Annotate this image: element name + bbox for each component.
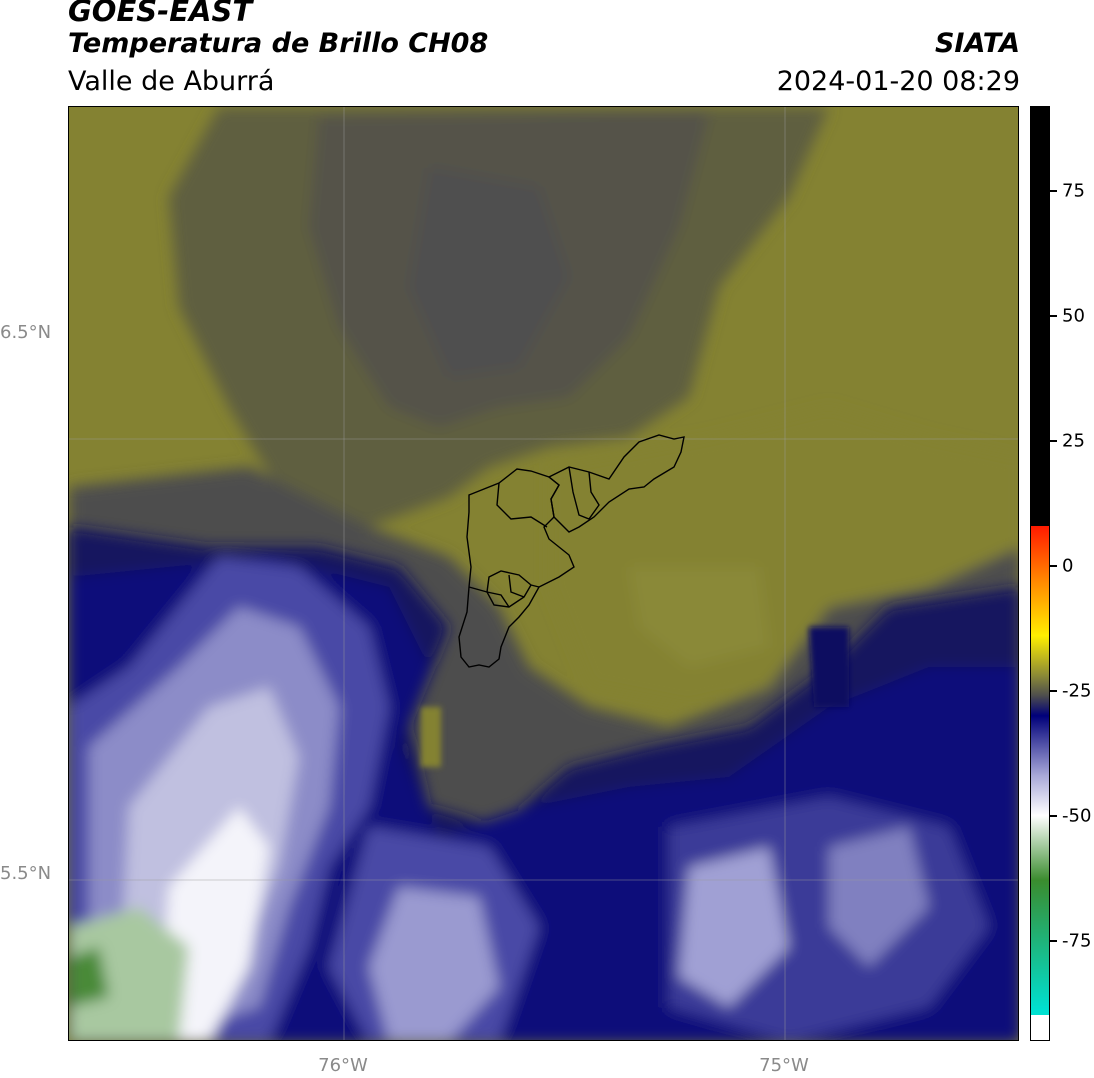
colorbar-tick-label: -50 (1062, 805, 1092, 827)
graticule (69, 107, 1018, 1040)
colorbar-tick-mark (1050, 565, 1057, 567)
colorbar-tick-mark (1050, 940, 1057, 942)
colorbar-tick-label: 0 (1062, 555, 1074, 577)
lon-label-76w: 76°W (318, 1055, 368, 1076)
region-label: Valle de Aburrá (68, 66, 275, 97)
lon-label-75w: 75°W (759, 1055, 809, 1076)
colorbar-tick-label: 75 (1062, 180, 1085, 202)
timestamp-label: 2024-01-20 08:29 (776, 66, 1020, 97)
colorbar-tick-mark (1050, 815, 1057, 817)
lat-label-5-5n: 5.5°N (0, 863, 52, 884)
temperature-colorbar (1030, 106, 1050, 1041)
colorbar-tick-mark (1050, 190, 1057, 192)
lat-label-6-5n: 6.5°N (0, 322, 52, 343)
aburra-valley-boundaries (458, 434, 685, 668)
colorbar-tick-label: 25 (1062, 430, 1085, 452)
colorbar-tick-mark (1050, 690, 1057, 692)
brightness-temperature-field (69, 107, 1018, 1040)
product-title: Temperatura de Brillo CH08 (68, 28, 489, 59)
agency-label: SIATA (934, 28, 1020, 59)
colorbar-tick-label: -25 (1062, 680, 1092, 702)
colorbar-tick-mark (1050, 440, 1057, 442)
satellite-map[interactable] (68, 106, 1019, 1041)
colorbar-tick-mark (1050, 315, 1057, 317)
satellite-title: GOES-EAST (68, 0, 253, 28)
colorbar-tick-label: 50 (1062, 305, 1085, 327)
colorbar-tick-label: -75 (1062, 930, 1092, 952)
